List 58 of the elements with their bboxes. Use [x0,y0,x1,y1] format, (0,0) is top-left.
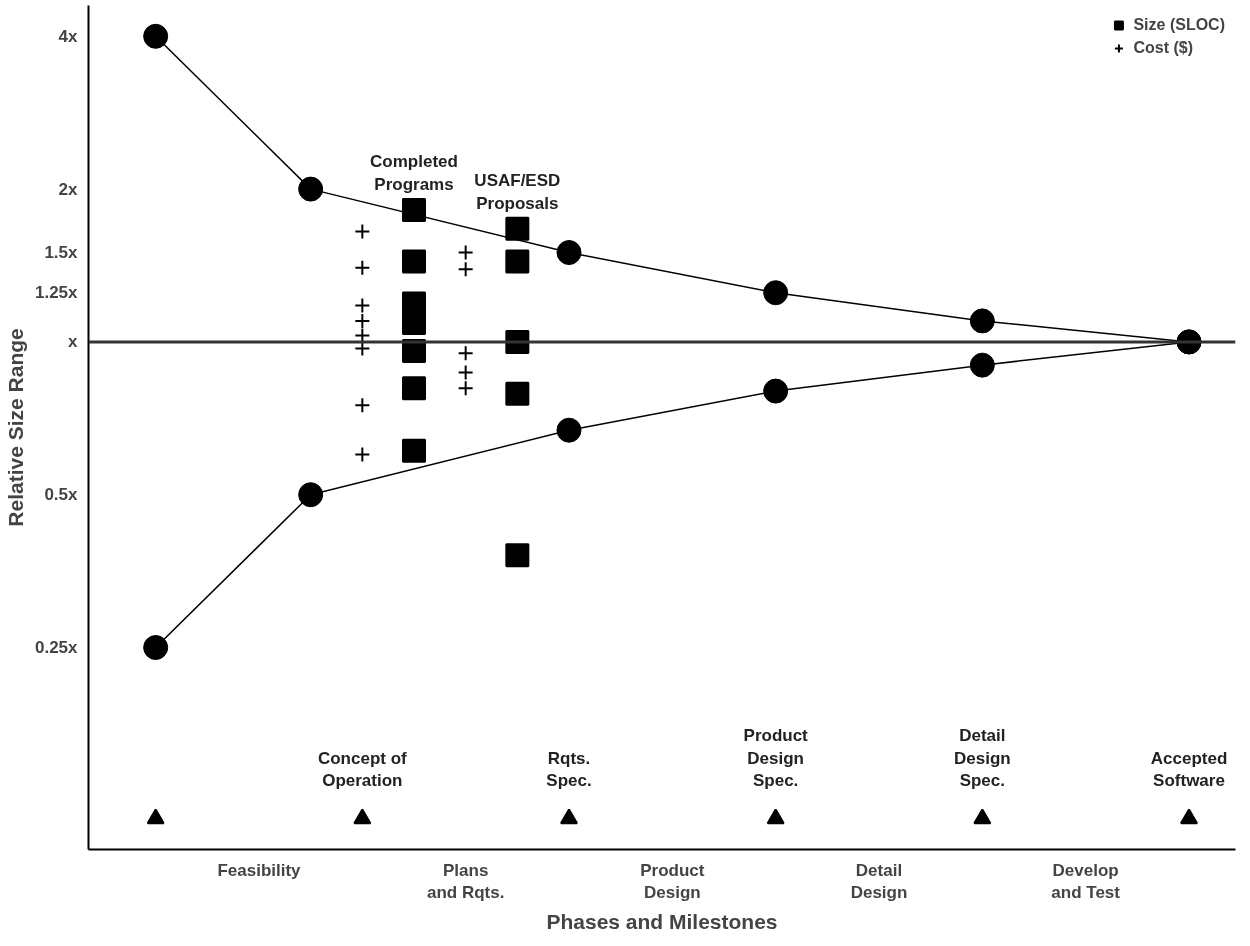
point [353,808,372,825]
point [402,249,426,274]
point [969,352,995,378]
x-tick-label: Accepted Software [1150,748,1228,791]
point [354,259,371,276]
point [505,381,530,406]
point [973,808,992,825]
point [298,176,324,202]
y-tick-label: 1.5x [44,243,79,263]
point [457,364,474,381]
annotation: Completed Programs [370,152,458,194]
x-tick-label: Detail Design Spec. [953,725,1011,791]
point [556,417,582,443]
point [505,249,530,274]
y-tick-label: 4x [58,26,79,46]
x-tick-label: Plans and Rqts. [426,860,505,903]
y-tick-label: 0.5x [44,485,79,505]
point [763,378,789,404]
x-tick-label: Feasibility [217,860,302,880]
x-tick-label: Product Design Spec. [743,725,809,791]
point [402,438,426,463]
point [457,380,474,397]
point [402,197,426,222]
point [969,308,995,334]
y-tick-label: x [68,332,79,352]
x-tick-label: Develop and Test [1051,860,1121,903]
point [763,280,789,306]
x-tick-label: Detail Design [850,860,908,903]
point [354,297,371,314]
annotation: USAF/ESD Proposals [474,171,561,213]
point [354,446,371,463]
point [354,223,371,240]
legend-label: Cost ($) [1133,39,1193,57]
point [560,808,578,825]
point [505,543,530,568]
x-tick-label: Rqts. Spec. [546,748,592,791]
point [354,397,371,414]
y-tick-label: 1.25x [34,283,79,303]
point [556,240,582,265]
point [766,808,785,825]
x-tick-label: Product Design [640,860,705,903]
point [1180,808,1198,825]
y-axis-title: Relative Size Range [3,328,27,527]
y-tick-label: 2x [58,179,79,199]
point [143,23,169,49]
point [143,635,169,660]
point [505,216,530,241]
x-tick-label: Concept of Operation [317,748,408,791]
point [354,312,371,329]
y-tick-label: 0.25x [34,638,79,658]
legend-label: Size (SLOC) [1133,16,1225,34]
point [457,345,474,362]
point [402,376,426,401]
point [298,482,324,508]
point [146,808,165,825]
point [457,244,474,261]
point [457,261,474,278]
x-axis-title: Phases and Milestones [546,910,778,934]
